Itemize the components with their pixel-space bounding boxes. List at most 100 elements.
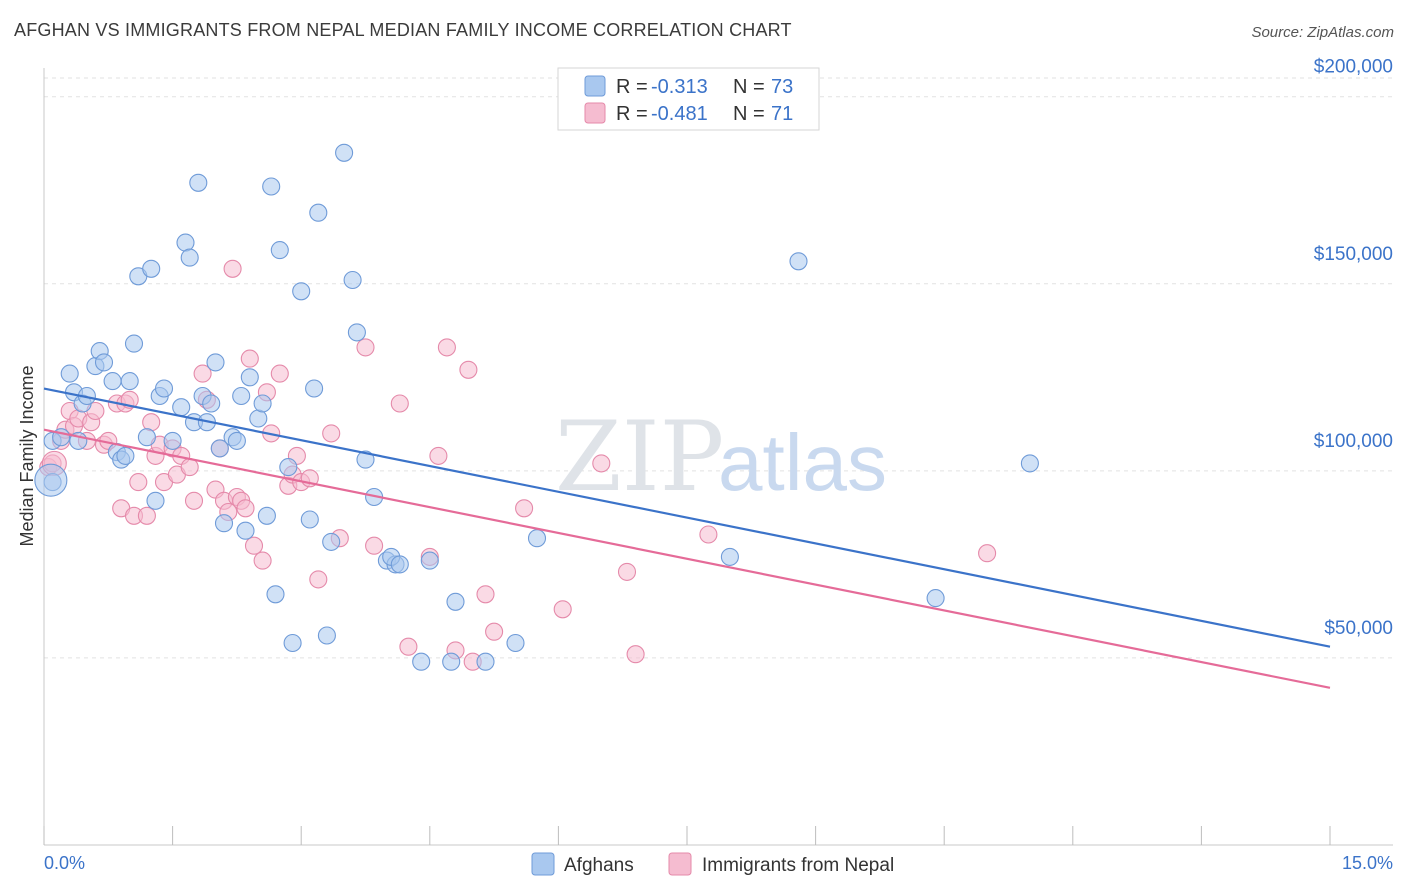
afghans-point-53 [322,532,341,551]
x-tick-label-max: 15.0% [1342,853,1393,873]
nepal-point-18 [137,506,156,525]
afghans-point-43 [262,177,281,196]
afghans-point-39 [240,368,259,387]
bottom-legend: Afghans Immigrants from Nepal [531,852,894,876]
legend-swatch-nepal [584,102,606,124]
afghans-point-50 [305,379,324,398]
watermark-atlas: atlas [718,418,887,507]
y-axis-label: Median Family Income [17,365,37,546]
chart-title: AFGHAN VS IMMIGRANTS FROM NEPAL MEDIAN F… [14,20,792,40]
legend-n-value-nepal: 71 [771,103,793,125]
nepal-point-38 [240,349,259,368]
nepal-point-68 [626,645,645,664]
nepal-point-54 [390,394,409,413]
series-afghans-points [34,143,1039,671]
afghans-point-37 [232,386,251,406]
afghans-point-47 [283,633,302,653]
afghans-point-71 [789,252,808,271]
bottom-legend-swatch-nepal [668,852,692,876]
afghans-point-42 [257,506,276,525]
afghans-point-10 [94,353,114,372]
nepal-point-65 [553,600,572,619]
afghans-point-36 [227,431,246,450]
afghans-point-34 [214,514,234,533]
afghans-point-67 [476,652,495,671]
trend-lines [43,387,1331,689]
nepal-point-55 [399,637,418,656]
afghans-point-18 [137,428,156,447]
afghans-point-68 [506,633,525,653]
afghans-point-57 [356,450,375,469]
afghans-point-16 [124,334,144,353]
afghans-point-64 [420,551,439,570]
afghans-point-23 [163,431,182,450]
bottom-legend-label-afghans: Afghans [564,855,634,876]
legend-n-value-afghans: 73 [771,76,793,98]
legend-r-value-afghans: -0.313 [651,76,708,98]
nepal-point-17 [129,473,148,492]
nepal-point-53 [365,536,384,555]
afghans-point-31 [202,394,221,413]
afghans-point-66 [446,592,465,611]
nepal-point-70 [978,544,997,563]
afghans-point-56 [347,323,366,342]
chart-source: Source: ZipAtlas.com [1251,24,1394,41]
afghans-point-3 [60,364,79,383]
afghans-point-26 [180,248,199,267]
x-tick-label-min: 0.0% [44,853,85,873]
legend-n-label-nepal: N = [733,103,765,125]
afghans-point-11 [103,372,122,391]
afghans-point-46 [279,458,298,477]
afghans-point-49 [300,510,319,529]
afghans-point-40 [249,409,268,428]
afghans-point-32 [206,353,225,372]
nepal-point-19 [142,413,161,432]
bottom-legend-label-nepal: Immigrants from Nepal [702,855,894,876]
afghans-point-62 [390,555,409,574]
nepal-point-62 [476,585,495,604]
legend-r-label-nepal: R = [616,103,648,125]
afghans-point-41 [253,394,272,413]
afghans-point-22 [154,379,174,398]
afghans-point-29 [189,173,208,192]
legend-swatch-afghans [584,75,606,97]
afghans-point-20 [146,491,165,510]
afghans-point-55 [343,270,362,290]
nepal-point-28 [193,364,212,383]
nepal-point-50 [322,424,341,443]
y-tick-label-3: $200,000 [1314,57,1393,78]
afghans-point-14 [116,446,135,465]
afghans-point-44 [266,585,285,604]
afghans-point-24 [172,398,191,417]
afghans-point-63 [412,652,431,671]
nepal-point-27 [184,491,204,510]
afghans-point-70 [720,547,739,566]
nepal-point-64 [515,499,534,518]
afghans-point-65 [442,652,461,671]
legend-box: R = -0.313 N = 73 R = -0.481 N = 71 [557,67,820,131]
afghans-point-38 [236,521,255,540]
nepal-point-67 [617,562,637,581]
legend-r-value-nepal: -0.481 [651,103,708,125]
nepal-point-63 [485,622,504,641]
legend-n-label-afghans: N = [733,76,765,98]
afghans-point-52 [317,626,336,645]
legend-r-label-afghans: R = [616,76,648,98]
nepal-point-57 [429,446,448,465]
afghans-point-33 [210,439,229,458]
nepal-point-58 [437,338,456,357]
bottom-legend-swatch-afghans [531,852,555,876]
afghans-point-48 [292,282,311,301]
nepal-point-66 [592,454,611,473]
afghans-point-19 [142,259,161,278]
nepal-point-37 [236,499,255,518]
afghans-point-45 [270,241,289,260]
nepal-point-39 [244,536,264,555]
afghans-point-73 [1020,454,1039,473]
nepal-point-34 [223,259,242,278]
y-tick-label-1: $100,000 [1314,431,1393,452]
y-tick-labels: $50,000 $100,000 $150,000 $200,000 [1314,57,1393,639]
afghans-point-51 [309,203,328,222]
afghans-point-54 [335,143,354,162]
